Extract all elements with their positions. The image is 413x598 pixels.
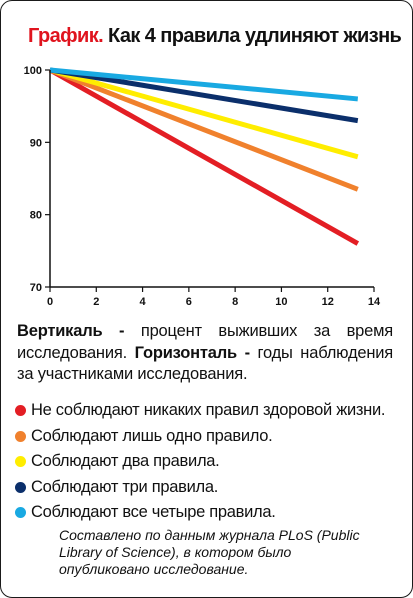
x-tick-label: 10 xyxy=(275,296,287,308)
y-tick-label: 90 xyxy=(30,137,42,149)
series-line-2 xyxy=(49,67,359,192)
line-chart: 0 2 4 6 8 10 12 14 70 80 90 100 xyxy=(24,65,381,308)
chart-description: Вертикаль - процент выживших за время ис… xyxy=(17,321,393,386)
legend-item: Соблюдают три правила. xyxy=(15,475,405,501)
legend-label: Соблюдают два правила. xyxy=(31,452,220,471)
legend-item: Не соблюдают никаких правил здоровой жиз… xyxy=(15,398,405,424)
legend-label: Соблюдают все четыре правила. xyxy=(31,503,276,522)
y-tick-label: 70 xyxy=(30,282,42,294)
legend-label: Не соблюдают никаких правил здоровой жиз… xyxy=(31,401,386,420)
series-line-4 xyxy=(49,67,359,124)
chart-area: 0 2 4 6 8 10 12 14 70 80 90 100 xyxy=(10,58,402,310)
legend-item: Соблюдают лишь одно правило. xyxy=(15,424,405,450)
ticks-layer: 0 2 4 6 8 10 12 14 70 80 90 100 xyxy=(24,65,381,308)
y-tick-label: 80 xyxy=(30,210,42,222)
y-tick-label: 100 xyxy=(24,65,42,77)
title-prefix: График. xyxy=(28,25,104,47)
series-line-3 xyxy=(49,67,359,160)
series-layer xyxy=(48,67,360,246)
legend-dot-icon xyxy=(15,507,26,519)
vertical-axis-label: Вертикаль - xyxy=(17,322,125,340)
source-note: Составлено по данным журнала PLoS (Publi… xyxy=(59,527,360,577)
horizontal-axis-label: Горизонталь - xyxy=(134,343,250,362)
legend-label: Соблюдают лишь одно правило. xyxy=(31,426,273,445)
horizontal-axis-text: годы наблюдения за участниками исследова… xyxy=(17,343,394,384)
x-tick-label: 4 xyxy=(140,296,147,308)
x-tick-label: 6 xyxy=(186,296,192,308)
legend: Не соблюдают никаких правил здоровой жиз… xyxy=(15,398,405,526)
series-line-1 xyxy=(48,67,360,246)
legend-dot-icon xyxy=(15,405,26,417)
x-tick-label: 12 xyxy=(322,296,334,308)
legend-dot-icon xyxy=(15,481,26,493)
x-tick-label: 14 xyxy=(368,296,381,308)
legend-label: Соблюдают три правила. xyxy=(31,477,218,496)
legend-item: Соблюдают два правила. xyxy=(15,449,405,475)
vertical-axis-text: процент выживших за время исследования. xyxy=(17,322,393,362)
x-tick-label: 2 xyxy=(93,296,99,308)
title-text: Как 4 правила удлиняют жизнь xyxy=(108,25,402,47)
legend-dot-icon xyxy=(15,430,26,442)
x-tick-label: 8 xyxy=(232,296,238,308)
legend-item: Соблюдают все четыре правила. xyxy=(15,500,405,526)
chart-title: График. Как 4 правила удлиняют жизнь xyxy=(28,25,402,48)
legend-dot-icon xyxy=(15,456,26,468)
series-line-5 xyxy=(49,67,359,102)
x-tick-label: 0 xyxy=(47,296,53,308)
